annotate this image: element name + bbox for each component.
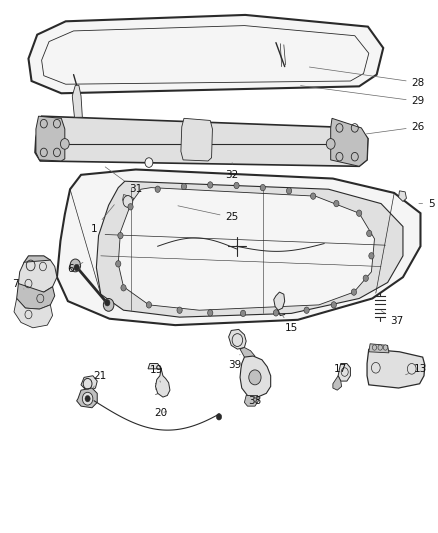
Text: 31: 31 [105,167,142,194]
Text: 15: 15 [283,316,298,333]
Circle shape [145,158,153,167]
Circle shape [181,183,187,190]
Circle shape [357,210,362,216]
Circle shape [116,261,121,267]
Text: 7: 7 [12,279,24,289]
Text: 20: 20 [155,408,168,418]
Text: 29: 29 [300,86,425,106]
Polygon shape [338,364,350,381]
Circle shape [60,139,69,149]
Polygon shape [123,195,134,204]
Polygon shape [181,118,212,161]
Circle shape [155,186,160,192]
Polygon shape [96,181,403,317]
Text: 37: 37 [381,311,403,326]
Text: 38: 38 [248,396,261,406]
Circle shape [146,302,152,308]
Circle shape [216,414,222,420]
Circle shape [128,204,133,210]
Polygon shape [36,116,65,161]
Polygon shape [23,256,52,278]
Circle shape [105,300,110,306]
Text: 39: 39 [228,354,241,370]
Polygon shape [333,376,342,390]
Polygon shape [14,298,53,328]
Circle shape [118,232,123,239]
Polygon shape [28,15,383,93]
Circle shape [363,275,368,281]
Circle shape [85,395,90,402]
Circle shape [234,182,239,189]
Polygon shape [240,356,271,397]
Polygon shape [240,348,255,362]
Circle shape [372,345,377,350]
Polygon shape [369,344,389,353]
Circle shape [331,302,336,308]
Circle shape [260,184,265,191]
Text: 17: 17 [334,364,349,379]
Circle shape [304,307,309,313]
Polygon shape [229,329,246,349]
Circle shape [121,285,126,291]
Circle shape [351,289,357,295]
Text: 13: 13 [406,364,427,375]
Circle shape [208,310,213,316]
Text: 19: 19 [150,366,163,382]
Polygon shape [399,191,406,201]
Circle shape [249,370,261,385]
Circle shape [240,310,246,317]
Text: 25: 25 [178,206,239,222]
Polygon shape [81,376,97,392]
Polygon shape [35,116,368,166]
Text: 1: 1 [91,205,114,234]
Circle shape [334,200,339,207]
Polygon shape [148,364,170,397]
Circle shape [326,139,335,149]
Circle shape [273,310,279,316]
Circle shape [286,188,292,194]
Circle shape [74,264,79,271]
Circle shape [123,196,133,207]
Circle shape [82,392,93,405]
Circle shape [369,253,374,259]
Polygon shape [118,188,374,310]
Polygon shape [244,395,258,406]
Circle shape [367,230,372,237]
Circle shape [177,307,182,313]
Polygon shape [274,292,285,310]
Circle shape [208,182,213,188]
Circle shape [311,193,316,199]
Polygon shape [17,284,55,309]
Polygon shape [57,169,420,325]
Circle shape [378,345,382,350]
Polygon shape [331,118,368,166]
Text: 21: 21 [93,371,106,387]
Text: 5: 5 [419,199,435,208]
Circle shape [383,345,388,350]
Circle shape [103,298,114,311]
Text: 26: 26 [366,122,425,134]
Polygon shape [77,388,97,408]
Text: 6: 6 [67,262,83,274]
Text: 32: 32 [226,163,239,180]
Text: 28: 28 [309,67,425,87]
Polygon shape [72,85,82,117]
Polygon shape [18,260,57,292]
Polygon shape [367,349,425,388]
Circle shape [70,259,81,272]
